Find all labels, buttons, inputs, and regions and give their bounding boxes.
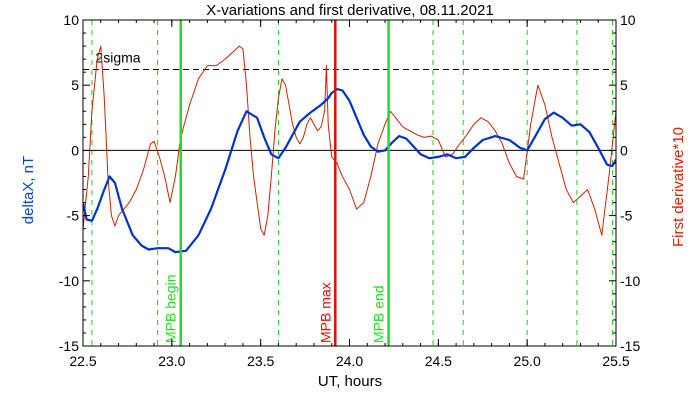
y-tick-label-right: -10 xyxy=(620,273,640,289)
x-tick-label: 22.5 xyxy=(69,353,96,369)
x-tick-label: 25.5 xyxy=(602,353,629,369)
two-sigma-label: 2sigma xyxy=(95,50,140,66)
x-tick-label: 23.0 xyxy=(158,353,185,369)
y-tick-label-left: -5 xyxy=(67,208,80,224)
mpb-end-label: MPB end xyxy=(371,285,387,343)
y-tick-label-left: -10 xyxy=(59,273,79,289)
series-lines xyxy=(83,45,616,254)
y-tick-label-left: 0 xyxy=(71,142,79,158)
deltax-series-line xyxy=(83,88,616,254)
y-tick-label-right: 5 xyxy=(620,77,628,93)
x-tick-label: 23.5 xyxy=(247,353,274,369)
x-axis-label: UT, hours xyxy=(318,373,382,390)
y-tick-label-left: 10 xyxy=(63,12,79,28)
mpb-begin-label: MPB begin xyxy=(163,275,179,343)
mpb-markers: MPB begin MPB max MPB end xyxy=(163,20,390,346)
y-tick-label-right: 10 xyxy=(620,12,636,28)
y-tick-label-left: -15 xyxy=(59,338,79,354)
y-axis-label-left: deltaX, nT xyxy=(20,156,37,224)
axis-ticks: 22.5 23.0 23.5 24.0 24.5 25.0 25.5-15 -15-10 -10… xyxy=(59,12,641,369)
y-tick-label-right: -15 xyxy=(620,338,640,354)
derivative-series-line xyxy=(83,45,616,236)
y-axis-label-right: First derivative*10 xyxy=(670,127,687,247)
mpb-max-label: MPB max xyxy=(317,282,333,343)
chart-title: X-variations and first derivative, 08.11… xyxy=(206,2,493,19)
y-tick-label-right: -5 xyxy=(620,208,633,224)
y-tick-label-right: 0 xyxy=(620,142,628,158)
x-tick-label: 25.0 xyxy=(514,353,541,369)
x-tick-label: 24.0 xyxy=(336,353,363,369)
y-tick-label-left: 5 xyxy=(71,77,79,93)
x-tick-label: 24.5 xyxy=(425,353,452,369)
dashed-guide-lines xyxy=(91,20,613,346)
